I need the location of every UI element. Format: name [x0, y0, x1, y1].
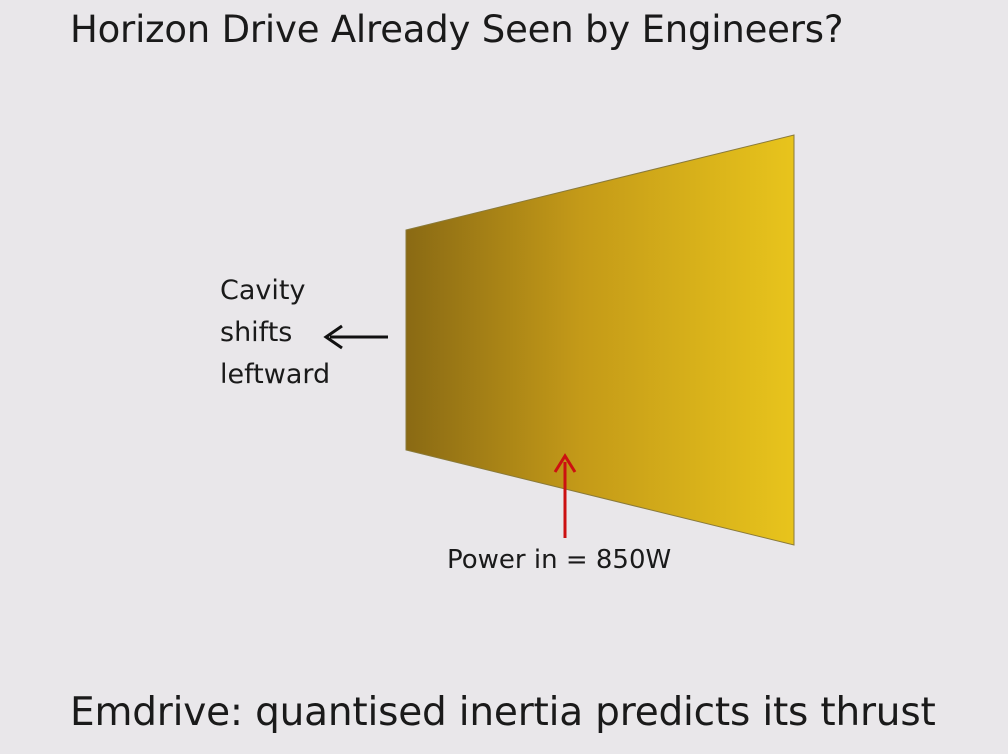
shift-left-arrow — [323, 324, 388, 350]
emdrive-cavity — [405, 134, 795, 546]
slide-subtitle: Emdrive: quantised inertia predicts its … — [70, 690, 936, 735]
power-in-label: Power in = 850W — [447, 545, 672, 575]
cavity-label-line: leftward — [220, 359, 331, 390]
power-in-arrow — [553, 453, 577, 538]
cavity-shift-label: Cavity shifts leftward — [220, 270, 330, 396]
slide-title: Horizon Drive Already Seen by Engineers? — [70, 8, 844, 51]
cavity-label-line: Cavity — [220, 275, 306, 306]
cavity-label-line: shifts — [220, 317, 293, 348]
